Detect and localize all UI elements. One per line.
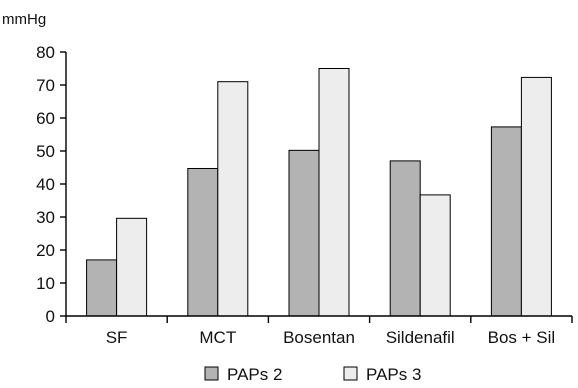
x-tick-label: Bosentan (283, 328, 355, 347)
y-tick-label: 10 (36, 274, 55, 293)
y-tick-label: 0 (46, 307, 55, 326)
bar-paps-3 (116, 217, 148, 317)
y-tick-label: 80 (36, 43, 55, 62)
bar-paps-2 (389, 160, 421, 317)
y-tick-label: 50 (36, 142, 55, 161)
y-tick-label: 60 (36, 109, 55, 128)
x-tick-label: SF (106, 328, 128, 347)
legend-label: PAPs 2 (227, 365, 282, 384)
y-tick-label: 20 (36, 241, 55, 260)
legend-swatch (343, 366, 358, 381)
x-tick-label: Bos + Sil (488, 328, 556, 347)
legend: PAPs 2 PAPs 3 (204, 365, 421, 384)
y-tick-label: 40 (36, 175, 55, 194)
x-tick-label: Sildenafil (386, 328, 455, 347)
legend-label: PAPs 3 (366, 365, 421, 384)
y-axis-ticks: 0 10 20 30 40 50 60 70 80 (36, 43, 66, 326)
bar-paps-3 (419, 194, 451, 317)
y-tick-label: 30 (36, 208, 55, 227)
bar-paps-2 (86, 259, 118, 317)
bar-paps-3 (217, 81, 249, 317)
x-axis-ticks: SF MCT Bosentan Sildenafil Bos + Sil (65, 316, 573, 347)
x-tick-label: MCT (199, 328, 236, 347)
bar-paps-3 (520, 76, 552, 317)
bars (86, 68, 552, 317)
bar-paps-2 (187, 167, 219, 317)
legend-swatch (204, 366, 219, 381)
y-tick-label: 70 (36, 76, 55, 95)
bar-paps-3 (318, 68, 350, 317)
axes (65, 52, 572, 317)
y-axis-unit-label: mmHg (2, 11, 46, 28)
bar-paps-2 (288, 149, 320, 317)
bar-paps-2 (490, 126, 522, 317)
